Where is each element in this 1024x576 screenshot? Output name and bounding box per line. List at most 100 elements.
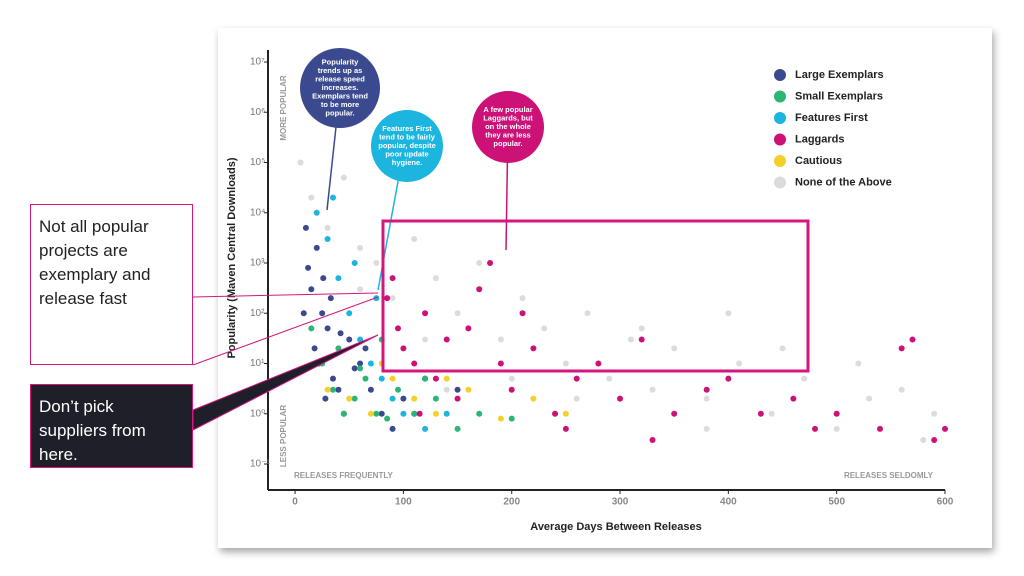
point bbox=[671, 410, 678, 417]
point bbox=[432, 375, 439, 382]
legend-swatch bbox=[774, 69, 786, 81]
point bbox=[508, 375, 515, 382]
point bbox=[497, 415, 504, 422]
point bbox=[340, 410, 347, 417]
point bbox=[313, 244, 320, 251]
point bbox=[373, 260, 380, 266]
point bbox=[308, 194, 315, 201]
point bbox=[357, 336, 364, 343]
x-tick-label: 400 bbox=[720, 497, 737, 508]
point bbox=[877, 425, 884, 432]
point bbox=[920, 437, 927, 444]
bubble-text: A few popular bbox=[483, 105, 532, 114]
point bbox=[584, 310, 591, 317]
bubble bbox=[300, 48, 380, 128]
callout-pointer bbox=[192, 292, 379, 298]
point bbox=[476, 260, 483, 266]
bubble-text: to be more bbox=[321, 100, 359, 109]
point bbox=[454, 310, 461, 317]
point bbox=[389, 275, 396, 282]
x-tick-label: 0 bbox=[292, 497, 298, 508]
point bbox=[319, 310, 326, 317]
bubble-text: Features First bbox=[382, 124, 432, 133]
highlight-box bbox=[381, 219, 810, 373]
point bbox=[649, 386, 656, 393]
legend-swatch bbox=[774, 112, 786, 124]
point bbox=[394, 325, 401, 332]
point bbox=[638, 325, 645, 332]
point bbox=[432, 395, 439, 402]
point bbox=[562, 360, 569, 367]
point bbox=[812, 425, 819, 432]
point bbox=[411, 395, 418, 402]
y-tick-label: 10⁴ bbox=[250, 207, 265, 218]
point bbox=[476, 410, 483, 417]
bubble-pointer bbox=[326, 125, 337, 211]
point bbox=[497, 360, 504, 367]
point bbox=[324, 325, 331, 332]
x-tick-label: 500 bbox=[828, 497, 845, 508]
point bbox=[389, 425, 396, 432]
legend-swatch bbox=[774, 90, 786, 103]
point bbox=[898, 345, 905, 352]
bubble-text: they are less bbox=[485, 130, 530, 139]
point bbox=[725, 310, 732, 317]
point bbox=[898, 386, 905, 393]
point bbox=[909, 336, 916, 343]
point bbox=[351, 395, 358, 402]
point bbox=[443, 410, 450, 417]
point bbox=[324, 386, 331, 393]
point bbox=[443, 375, 450, 382]
point bbox=[411, 360, 418, 367]
point bbox=[541, 325, 548, 332]
point bbox=[638, 336, 645, 343]
bubble bbox=[371, 110, 443, 182]
bubble-pointer bbox=[505, 160, 509, 251]
point bbox=[757, 410, 764, 417]
y-tick-label: 10¹ bbox=[250, 358, 265, 369]
point bbox=[801, 375, 808, 382]
point bbox=[497, 336, 504, 343]
point bbox=[779, 345, 786, 352]
point bbox=[357, 365, 364, 372]
point bbox=[367, 386, 374, 393]
point bbox=[573, 375, 580, 382]
legend-label: None of the Above bbox=[795, 176, 892, 188]
point bbox=[465, 386, 472, 393]
bubble-pointer bbox=[377, 179, 400, 291]
point bbox=[432, 275, 439, 282]
bubble-text: Popularity bbox=[322, 57, 360, 66]
point bbox=[308, 325, 315, 332]
point bbox=[340, 174, 347, 181]
point bbox=[300, 310, 307, 317]
x-tick-label: 100 bbox=[395, 497, 412, 508]
callout-avoid: Don’t pick suppliers from here. bbox=[30, 384, 193, 468]
point bbox=[384, 295, 391, 302]
point bbox=[313, 209, 320, 216]
point bbox=[443, 386, 450, 393]
point bbox=[394, 386, 401, 393]
point bbox=[351, 365, 358, 372]
point bbox=[416, 410, 423, 417]
point bbox=[357, 360, 364, 367]
point bbox=[595, 360, 602, 367]
y-axis-label: Popularity (Maven Central Downloads) bbox=[226, 157, 238, 358]
point bbox=[606, 375, 613, 382]
point bbox=[322, 395, 329, 402]
point bbox=[487, 260, 494, 266]
point bbox=[297, 159, 304, 166]
callout-pointer bbox=[192, 296, 379, 366]
x-tick-label: 200 bbox=[503, 497, 520, 508]
point bbox=[671, 345, 678, 352]
point bbox=[400, 410, 407, 417]
bubble-text: poor update bbox=[385, 149, 428, 158]
point bbox=[725, 375, 732, 382]
point bbox=[508, 415, 515, 422]
x-axis-label: Average Days Between Releases bbox=[530, 521, 701, 533]
bubble-text: increases. bbox=[322, 83, 359, 92]
point bbox=[833, 425, 840, 432]
y-tick-label: 10³ bbox=[250, 258, 265, 269]
point bbox=[465, 325, 472, 332]
point bbox=[508, 386, 515, 393]
